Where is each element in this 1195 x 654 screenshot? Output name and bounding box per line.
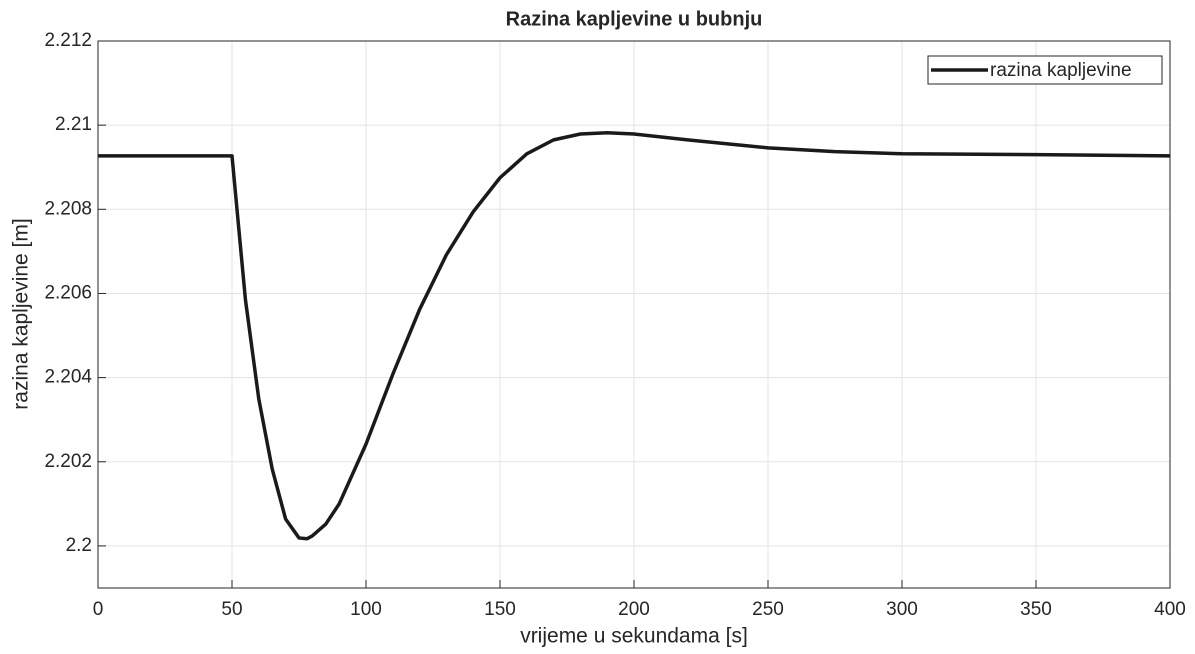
x-tick-label: 200 [618,599,650,620]
y-tick-label: 2.212 [44,30,92,51]
x-tick-label: 350 [1020,599,1052,620]
x-axis-label: vrijeme u sekundama [s] [520,625,748,648]
y-tick-label: 2.208 [44,198,92,219]
y-tick-label: 2.204 [44,367,92,388]
y-tick-label: 2.202 [44,451,92,472]
x-tick-label: 300 [886,599,918,620]
y-tick-label: 2.21 [55,114,92,135]
x-tick-label: 400 [1154,599,1186,620]
y-axis-label: razina kapljevine [m] [10,218,33,409]
plot-frame [97,40,1171,589]
x-tick-label: 250 [752,599,784,620]
legend-label: razina kapljevine [990,60,1132,81]
x-tick-label: 150 [484,599,516,620]
x-tick-label: 100 [350,599,382,620]
chart-title: Razina kapljevine u bubnju [506,8,763,30]
y-tick-label: 2.2 [66,535,92,556]
y-tick-label: 2.206 [44,282,92,303]
x-tick-label: 0 [93,599,104,620]
data-line [98,130,1171,541]
x-tick-label: 50 [221,599,242,620]
